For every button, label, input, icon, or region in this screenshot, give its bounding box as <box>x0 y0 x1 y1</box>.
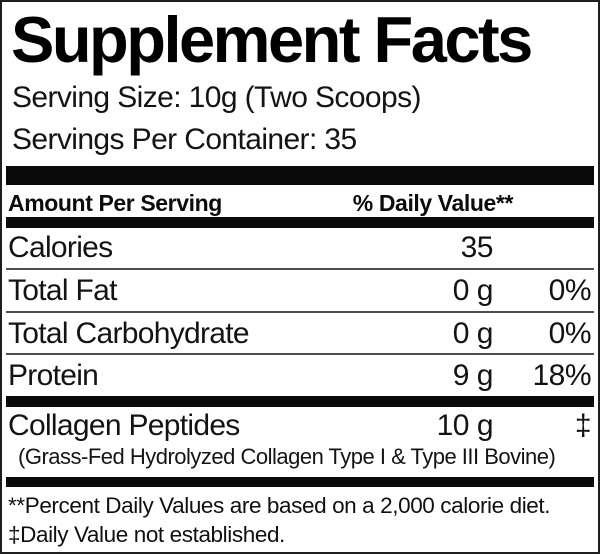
column-header-row: Amount Per Serving % Daily Value** <box>2 190 598 216</box>
thick-divider-header <box>6 217 594 228</box>
nutrient-name: Protein <box>8 359 99 392</box>
panel-title: Supplement Facts <box>11 3 533 76</box>
nutrient-daily-value: 0% <box>548 317 592 350</box>
nutrient-row-total-fat: Total Fat 0 g 0% <box>2 271 598 311</box>
nutrient-amount: 0 g <box>452 274 494 307</box>
ingredient-name: Collagen Peptides <box>8 409 240 442</box>
daily-value-header: % Daily Value** <box>352 190 514 216</box>
serving-size-text: Serving Size: 10g (Two Scoops) <box>12 81 421 114</box>
nutrient-name: Total Fat <box>8 274 117 307</box>
footnote-daily-value-not-established: ‡Daily Value not established. <box>8 522 285 547</box>
servings-per-container-text: Servings Per Container: 35 <box>12 123 357 156</box>
ingredient-description: (Grass-Fed Hydrolyzed Collagen Type I & … <box>18 444 556 469</box>
nutrient-name: Calories <box>8 231 113 264</box>
nutrient-daily-value: 18% <box>532 359 591 392</box>
ingredient-daily-value-dagger: ‡ <box>574 409 592 442</box>
thick-divider-ingredients <box>6 396 594 407</box>
nutrient-row-calories: Calories 35 <box>2 228 598 268</box>
thick-divider-footnotes <box>6 477 594 487</box>
nutrient-name: Total Carbohydrate <box>8 317 250 350</box>
footnote-daily-values: **Percent Daily Values are based on a 2,… <box>8 493 551 518</box>
thick-divider-top <box>6 166 594 185</box>
thin-divider <box>6 311 594 313</box>
ingredient-row-collagen-peptides: Collagen Peptides 10 g ‡ <box>2 408 598 444</box>
nutrient-row-total-carbohydrate: Total Carbohydrate 0 g 0% <box>2 314 598 354</box>
nutrient-amount: 35 <box>460 231 494 264</box>
nutrient-daily-value: 0% <box>548 274 592 307</box>
nutrient-amount: 9 g <box>452 359 494 392</box>
thin-divider <box>6 353 594 355</box>
thin-divider <box>6 268 594 270</box>
amount-per-serving-header: Amount Per Serving <box>8 190 222 216</box>
nutrient-amount: 0 g <box>452 317 494 350</box>
nutrient-row-protein: Protein 9 g 18% <box>2 356 598 396</box>
ingredient-amount: 10 g <box>436 409 494 442</box>
